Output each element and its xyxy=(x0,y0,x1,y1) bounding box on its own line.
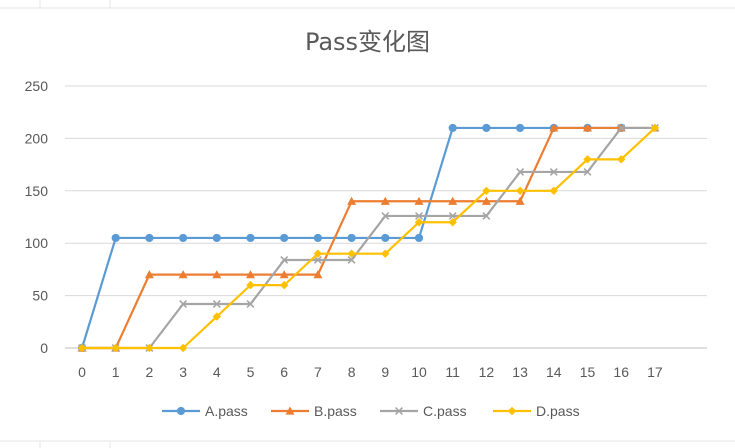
data-point-b-pass xyxy=(414,196,424,205)
data-point-b-pass xyxy=(583,123,592,132)
x-tick-label: 14 xyxy=(546,364,562,380)
data-point-b-pass xyxy=(212,270,222,279)
legend-marker-c-pass xyxy=(395,407,403,415)
data-point-d-pass xyxy=(280,280,289,290)
data-point-a-pass xyxy=(414,233,424,243)
data-point-d-pass xyxy=(617,155,626,164)
data-point-c-pass xyxy=(313,256,322,264)
legend-label-a-pass: A.pass xyxy=(205,403,248,419)
x-tick-label: 4 xyxy=(213,364,221,380)
data-point-d-pass xyxy=(313,249,323,258)
data-point-c-pass xyxy=(617,123,626,132)
data-point-d-pass xyxy=(178,343,188,353)
data-point-a-pass xyxy=(516,123,525,133)
series-line-d-pass xyxy=(82,127,656,350)
legend-label-b-pass: B.pass xyxy=(314,403,357,419)
data-point-b-pass xyxy=(448,196,458,205)
x-tick-label: 2 xyxy=(146,364,154,380)
x-tick-label: 11 xyxy=(445,364,460,380)
data-point-a-pass xyxy=(482,123,491,133)
x-tick-label: 17 xyxy=(647,364,663,380)
y-tick-label: 200 xyxy=(25,130,49,146)
x-tick-label: 9 xyxy=(381,364,389,380)
data-point-b-pass xyxy=(515,196,525,205)
data-point-b-pass xyxy=(380,196,390,205)
data-point-b-pass xyxy=(144,270,154,279)
data-point-a-pass xyxy=(347,233,356,243)
data-point-b-pass xyxy=(246,270,255,279)
data-point-c-pass xyxy=(280,256,289,264)
data-point-c-pass xyxy=(482,211,491,220)
data-point-d-pass xyxy=(515,186,525,195)
data-point-a-pass xyxy=(246,233,255,243)
x-tick-label: 10 xyxy=(411,364,427,380)
chart-title: Pass变化图 xyxy=(304,28,431,56)
x-tick-label: 5 xyxy=(247,364,255,380)
y-tick-label: 0 xyxy=(40,340,48,356)
data-point-d-pass xyxy=(246,280,255,290)
series-line-c-pass xyxy=(82,126,655,350)
x-tick-label: 15 xyxy=(580,364,596,380)
data-point-d-pass xyxy=(583,155,592,164)
data-point-c-pass xyxy=(179,300,188,308)
x-tick-label: 3 xyxy=(179,364,187,380)
series-line-b-pass xyxy=(82,126,655,350)
data-point-c-pass xyxy=(549,167,558,176)
data-point-b-pass xyxy=(279,270,289,279)
x-tick-label: 16 xyxy=(613,364,629,380)
data-point-d-pass xyxy=(77,343,87,353)
data-point-a-pass xyxy=(179,233,188,243)
data-point-a-pass xyxy=(448,123,457,133)
y-tick-label: 50 xyxy=(32,288,48,304)
data-point-a-pass xyxy=(212,233,221,243)
x-tick-label: 1 xyxy=(112,364,120,380)
x-tick-label: 7 xyxy=(314,364,322,380)
legend-marker-b-pass xyxy=(285,406,295,415)
data-point-d-pass xyxy=(111,343,120,353)
data-point-d-pass xyxy=(549,186,558,195)
data-point-b-pass xyxy=(313,270,323,279)
data-point-d-pass xyxy=(482,186,491,195)
data-point-d-pass xyxy=(212,312,221,321)
legend-label-c-pass: C.pass xyxy=(423,403,467,419)
data-point-b-pass xyxy=(481,196,491,205)
data-point-c-pass xyxy=(246,300,255,308)
legend-marker-d-pass xyxy=(507,406,517,416)
data-point-b-pass xyxy=(347,196,357,205)
data-point-c-pass xyxy=(583,167,592,176)
data-point-d-pass xyxy=(145,343,154,353)
data-point-c-pass xyxy=(516,167,525,176)
data-point-a-pass xyxy=(381,233,390,243)
data-point-c-pass xyxy=(381,211,390,220)
legend-marker-a-pass xyxy=(176,406,186,416)
x-tick-label: 6 xyxy=(280,364,288,380)
data-point-c-pass xyxy=(448,211,457,220)
data-point-c-pass xyxy=(347,256,356,264)
x-tick-label: 13 xyxy=(512,364,528,380)
y-tick-label: 100 xyxy=(25,235,49,251)
data-point-d-pass xyxy=(650,123,660,133)
data-point-a-pass xyxy=(111,233,120,243)
data-point-d-pass xyxy=(347,249,356,258)
x-tick-label: 0 xyxy=(78,364,86,380)
y-tick-label: 150 xyxy=(25,183,49,199)
data-point-b-pass xyxy=(178,270,188,279)
data-point-a-pass xyxy=(280,233,289,243)
y-tick-label: 250 xyxy=(25,78,49,94)
data-point-b-pass xyxy=(549,123,559,132)
data-point-c-pass xyxy=(415,211,423,220)
data-point-c-pass xyxy=(212,300,221,308)
data-point-d-pass xyxy=(414,218,424,227)
data-point-a-pass xyxy=(145,233,154,243)
data-point-a-pass xyxy=(313,233,322,243)
x-tick-label: 12 xyxy=(479,364,495,380)
legend-label-d-pass: D.pass xyxy=(536,403,580,419)
data-point-d-pass xyxy=(448,218,457,227)
x-tick-label: 8 xyxy=(348,364,356,380)
data-point-d-pass xyxy=(381,249,390,258)
